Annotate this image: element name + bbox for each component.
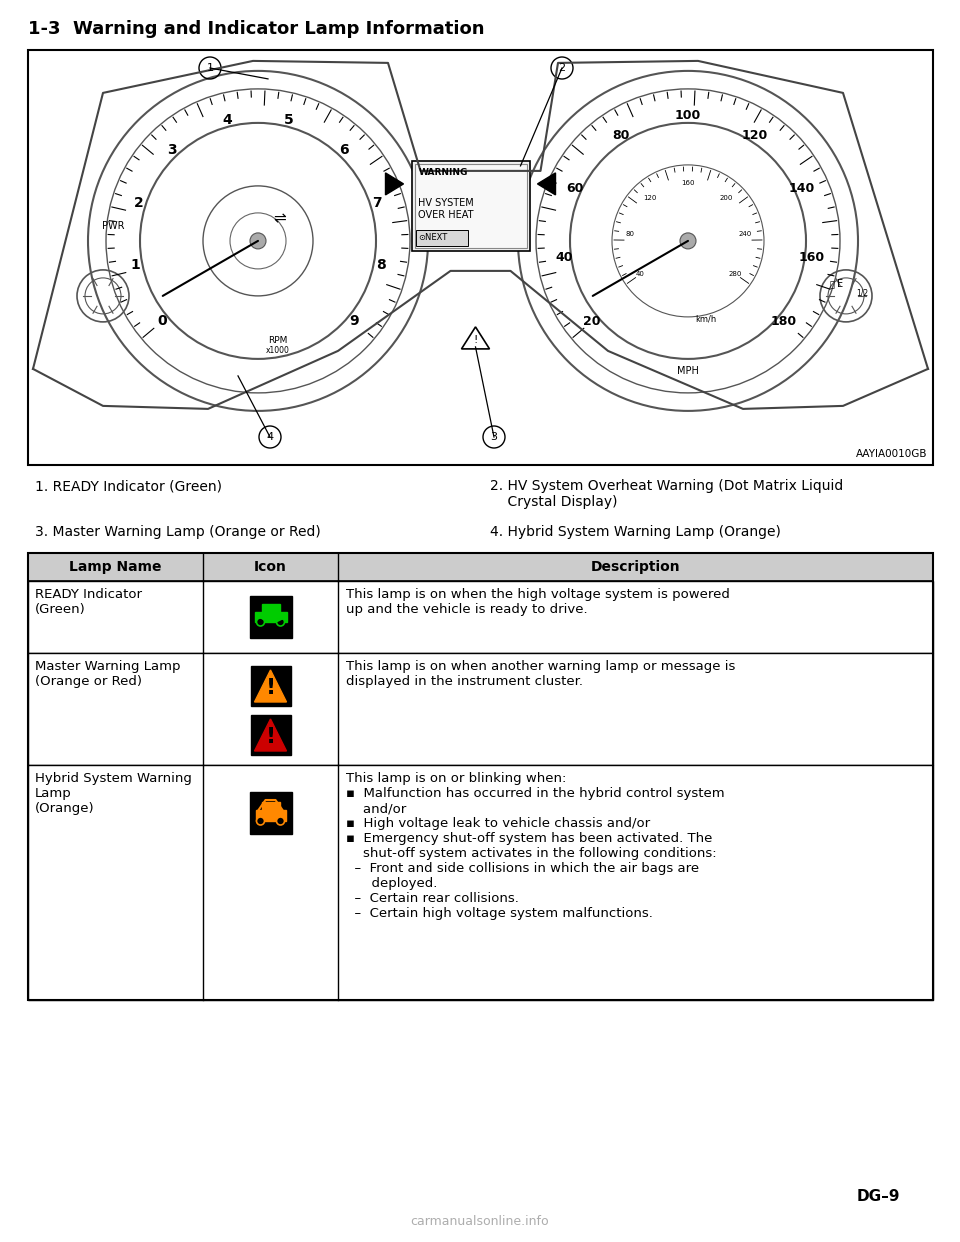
Text: 80: 80	[626, 231, 635, 237]
Text: 5: 5	[284, 113, 294, 127]
Text: 2. HV System Overheat Warning (Dot Matrix Liquid
    Crystal Display): 2. HV System Overheat Warning (Dot Matri…	[490, 479, 843, 509]
Text: 40: 40	[636, 271, 645, 277]
Text: ⛽: ⛽	[829, 281, 834, 289]
Bar	[250, 792, 292, 833]
Circle shape	[256, 817, 265, 825]
Circle shape	[250, 233, 266, 248]
Bar	[251, 715, 291, 755]
Text: HV SYSTEM
OVER HEAT: HV SYSTEM OVER HEAT	[419, 197, 474, 220]
Text: DG–9: DG–9	[856, 1189, 900, 1203]
Text: Description: Description	[590, 560, 681, 574]
Text: 120: 120	[742, 129, 768, 142]
Bar	[415, 164, 526, 248]
Circle shape	[680, 233, 696, 248]
Text: 160: 160	[682, 180, 695, 186]
Text: 1. READY Indicator (Green): 1. READY Indicator (Green)	[35, 479, 222, 493]
Text: READY Indicator
(Green): READY Indicator (Green)	[35, 587, 142, 616]
Text: MPH: MPH	[677, 366, 699, 376]
Bar	[28, 581, 933, 653]
Text: 20: 20	[584, 314, 601, 328]
Text: Master Warning Lamp
(Orange or Red): Master Warning Lamp (Orange or Red)	[35, 660, 180, 688]
Text: 1: 1	[131, 258, 140, 272]
Text: Icon: Icon	[254, 560, 287, 574]
Bar	[412, 161, 530, 251]
Polygon shape	[538, 173, 556, 195]
Text: 3: 3	[491, 432, 497, 442]
Text: carmanualsonline.info: carmanualsonline.info	[411, 1215, 549, 1228]
Text: 240: 240	[739, 231, 753, 237]
Text: E: E	[837, 279, 843, 289]
Bar	[254, 612, 286, 622]
Circle shape	[256, 619, 265, 626]
Bar	[28, 553, 933, 1000]
Bar	[261, 604, 279, 612]
Text: 4: 4	[267, 432, 274, 442]
Text: 9: 9	[348, 314, 359, 328]
Text: 2: 2	[134, 196, 144, 210]
Bar	[28, 765, 933, 1000]
Text: This lamp is on when the high voltage system is powered
up and the vehicle is re: This lamp is on when the high voltage sy…	[346, 587, 730, 616]
Polygon shape	[386, 173, 403, 195]
Text: 3. Master Warning Lamp (Orange or Red): 3. Master Warning Lamp (Orange or Red)	[35, 525, 321, 539]
Text: 100: 100	[675, 109, 701, 123]
Text: 4: 4	[222, 113, 231, 127]
Text: 1: 1	[206, 63, 213, 73]
Text: 2: 2	[559, 63, 565, 73]
Text: !: !	[473, 335, 478, 345]
Text: 6: 6	[339, 143, 348, 156]
Text: 120: 120	[643, 195, 656, 200]
Text: Lamp Name: Lamp Name	[69, 560, 161, 574]
Text: This lamp is on when another warning lamp or message is
displayed in the instrum: This lamp is on when another warning lam…	[346, 660, 735, 688]
Text: 40: 40	[555, 251, 573, 263]
Bar	[28, 553, 933, 581]
Text: 140: 140	[788, 181, 814, 195]
Polygon shape	[254, 669, 286, 702]
Text: km/h: km/h	[695, 314, 716, 323]
Text: 7: 7	[372, 196, 382, 210]
Bar	[28, 50, 933, 465]
Bar	[261, 802, 279, 810]
Text: 280: 280	[729, 271, 742, 277]
Text: 3: 3	[167, 143, 177, 156]
Text: 160: 160	[799, 251, 825, 263]
Text: ⇌: ⇌	[274, 211, 286, 226]
Circle shape	[276, 817, 284, 825]
Text: ⊙NEXT: ⊙NEXT	[419, 233, 447, 242]
Circle shape	[276, 619, 284, 626]
Bar	[251, 666, 291, 705]
Text: RPM: RPM	[268, 337, 288, 345]
Text: AAYIA0010GB: AAYIA0010GB	[855, 450, 927, 460]
Text: !: !	[265, 678, 276, 698]
Text: PWR: PWR	[102, 221, 124, 231]
Text: WARNING: WARNING	[419, 168, 468, 176]
Text: This lamp is on or blinking when:
▪  Malfunction has occurred in the hybrid cont: This lamp is on or blinking when: ▪ Malf…	[346, 773, 725, 920]
Text: 60: 60	[566, 181, 584, 195]
Bar	[28, 653, 933, 765]
Text: 8: 8	[375, 258, 386, 272]
Text: 180: 180	[771, 314, 797, 328]
Text: !: !	[265, 727, 276, 746]
Text: Hybrid System Warning
Lamp
(Orange): Hybrid System Warning Lamp (Orange)	[35, 773, 192, 815]
Text: 0: 0	[157, 314, 167, 328]
Text: 1-3  Warning and Indicator Lamp Information: 1-3 Warning and Indicator Lamp Informati…	[28, 20, 485, 39]
Text: 200: 200	[720, 195, 733, 200]
Bar	[255, 810, 285, 821]
Text: 1/2: 1/2	[856, 288, 868, 297]
Text: 80: 80	[612, 129, 630, 142]
Text: x1000: x1000	[266, 347, 290, 355]
Polygon shape	[254, 719, 286, 751]
Text: 4. Hybrid System Warning Lamp (Orange): 4. Hybrid System Warning Lamp (Orange)	[490, 525, 780, 539]
Bar	[250, 596, 292, 638]
Bar	[416, 230, 468, 246]
